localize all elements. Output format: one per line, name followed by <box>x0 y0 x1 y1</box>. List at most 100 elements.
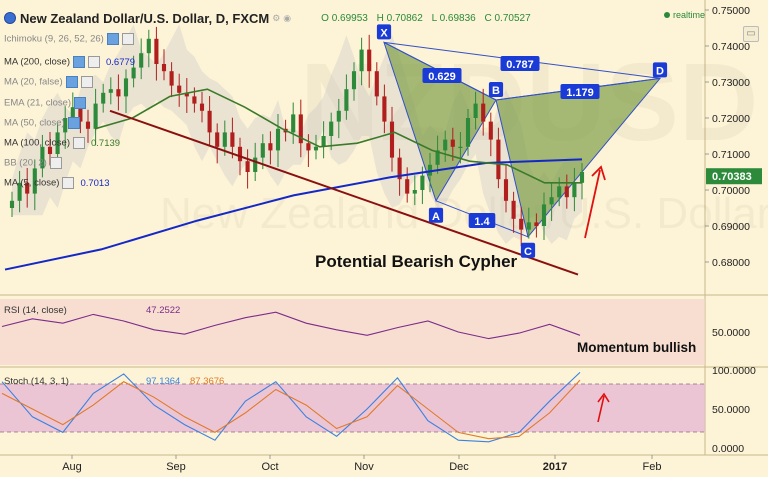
time-tick-label: Sep <box>166 461 186 473</box>
moving-averages <box>4 88 583 271</box>
ratio-ac-label: 1.4 <box>474 216 490 228</box>
stoch-band <box>0 384 705 432</box>
candle-body <box>405 179 410 194</box>
red-arrow-stoch <box>597 392 610 423</box>
candle-body <box>9 200 15 208</box>
candle-body <box>169 71 174 86</box>
legend-ma200[interactable]: MA (200, close) 0.6779 <box>4 56 135 68</box>
settings-box-icon[interactable] <box>88 56 100 68</box>
legend-label: BB (20, 2) <box>4 157 47 169</box>
legend-ichimoku[interactable]: Ichimoku (9, 26, 52, 26) <box>4 33 134 45</box>
settings-icon[interactable]: ⚙ <box>272 12 281 23</box>
realtime-badge: realtime <box>664 10 705 20</box>
point-b-label: B <box>492 85 500 97</box>
toggle-icon[interactable] <box>73 56 85 68</box>
rsi-line <box>1 311 581 340</box>
legend-ma20[interactable]: MA (20, false) <box>4 76 93 88</box>
last-price-label: 0.70383 <box>712 171 752 183</box>
legend-ma5[interactable]: MA (5, close) 0.7013 <box>4 177 110 189</box>
candle-body <box>177 85 182 93</box>
candle-body <box>336 110 341 122</box>
settings-box-icon[interactable] <box>49 157 62 169</box>
candle-body <box>435 150 440 165</box>
ratio-xd-label-bg <box>500 56 540 71</box>
candle-body <box>465 118 471 147</box>
candle-body <box>70 107 75 118</box>
candle-body <box>298 114 303 144</box>
legend-value: 0.6779 <box>106 56 136 68</box>
candles-group <box>9 26 585 247</box>
legend-bb[interactable]: BB (20, 2) <box>4 157 62 169</box>
price-tick-label: 0.74000 <box>712 41 750 53</box>
toggle-icon[interactable] <box>67 117 80 129</box>
rsi-tick-label: 50.0000 <box>712 327 750 339</box>
settings-box-icon[interactable] <box>121 33 134 45</box>
settings-box-icon[interactable] <box>62 177 75 189</box>
toggle-icon[interactable] <box>74 97 87 109</box>
price-tick-label: 0.70000 <box>712 185 750 197</box>
last-price-badge <box>706 168 762 185</box>
candle-body <box>443 139 448 151</box>
settings-box-icon[interactable] <box>80 76 93 88</box>
candle-body <box>47 146 53 154</box>
candle-body <box>541 204 547 226</box>
trendline-group[interactable] <box>109 109 579 276</box>
legend-ma100[interactable]: MA (100, close) 0.7139 <box>4 137 120 149</box>
candle-body <box>382 96 387 122</box>
candle-body <box>260 143 265 158</box>
candle-body <box>85 121 91 129</box>
candle-body <box>572 182 577 198</box>
settings-box-icon[interactable] <box>73 137 85 149</box>
candle-body <box>450 139 455 147</box>
candle-body <box>207 110 212 133</box>
momentum-annotation: Momentum bullish <box>577 340 696 355</box>
ratio-ac-label-bg <box>468 213 496 228</box>
point-d-label-bg <box>652 62 668 78</box>
point-c-label-bg <box>520 242 536 258</box>
price-tick-label: 0.72000 <box>712 113 750 125</box>
visibility-icon[interactable]: ◉ <box>283 12 292 23</box>
candle-body <box>511 200 516 219</box>
candle-body <box>488 121 493 140</box>
candle-body <box>291 114 296 133</box>
legend-label: EMA (21, close) <box>4 97 72 109</box>
candle-body <box>321 136 326 147</box>
stoch-k-value: 97.1364 <box>146 376 180 387</box>
toggle-icon[interactable] <box>65 76 78 88</box>
candle-body <box>313 146 319 151</box>
point-a-label-bg <box>428 207 444 223</box>
price-tick-label: 0.69000 <box>712 221 750 233</box>
collapse-icon[interactable]: ▭ <box>743 26 759 42</box>
ratio-xb-label-bg <box>422 68 462 83</box>
price-tick-label: 0.73000 <box>712 77 750 89</box>
candle-body <box>25 182 30 194</box>
candle-body <box>215 132 220 147</box>
price-tick-label: 0.68000 <box>712 257 750 269</box>
candle-body <box>40 146 45 169</box>
legend-value: 0.7139 <box>91 137 121 149</box>
legend-ema21[interactable]: EMA (21, close) <box>4 97 87 109</box>
legend-ma50[interactable]: MA (50, close) <box>4 117 80 129</box>
legend-label: MA (50, close) <box>4 117 65 129</box>
ratio-xb-label: 0.629 <box>428 71 456 83</box>
candle-body <box>519 218 524 230</box>
candle-body <box>116 89 121 97</box>
candle-body <box>458 146 463 148</box>
candle-body <box>123 78 129 97</box>
time-tick-label: Oct <box>261 461 278 473</box>
realtime-label: realtime <box>673 10 706 20</box>
candle-body <box>146 38 151 54</box>
candle-body <box>374 71 379 97</box>
candle-body <box>184 92 189 97</box>
toggle-icon[interactable] <box>106 33 119 45</box>
candle-body <box>131 67 136 79</box>
candle-body <box>481 103 486 122</box>
candle-body <box>17 182 22 201</box>
candle-body <box>78 107 83 122</box>
rsi-title: RSI (14, close) <box>4 305 67 316</box>
candle-body <box>549 197 554 205</box>
stoch-title: Stoch (14, 3, 1) <box>4 376 69 387</box>
candle-body <box>275 128 281 151</box>
point-a-label: A <box>432 211 440 223</box>
